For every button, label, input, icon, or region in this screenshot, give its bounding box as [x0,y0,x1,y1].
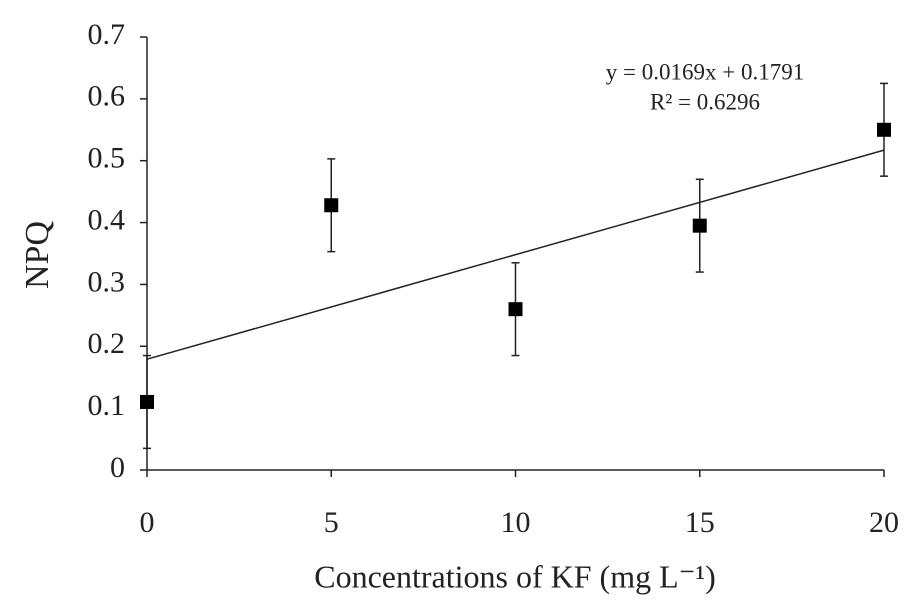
point [324,198,339,213]
x-tick-label: 0 [140,506,155,539]
y-tick-label: 0 [110,451,125,484]
x-tick-label: 20 [869,506,899,539]
x-axis-label: Concentrations of KF (mg L⁻¹) [314,558,716,594]
y-tick-label: 0.1 [88,389,126,422]
y-tick-label: 0.7 [88,18,126,51]
point [877,122,891,137]
y-tick-label: 0.4 [88,203,126,236]
trendline [146,149,885,360]
y-tick-label: 0.2 [88,327,126,360]
x-tick-label: 5 [324,506,339,539]
r-squared: R² = 0.6296 [650,89,760,114]
equation: y = 0.0169x + 0.1791 [606,59,804,84]
point [508,302,523,317]
x-tick-label: 15 [685,506,715,539]
y-axis-label: NPQ [19,221,56,289]
point [140,394,154,409]
y-tick-label: 0.3 [88,265,126,298]
point [692,218,707,233]
y-tick-label: 0.6 [88,80,126,113]
y-tick-label: 0.5 [88,142,126,175]
x-tick-label: 10 [501,506,531,539]
